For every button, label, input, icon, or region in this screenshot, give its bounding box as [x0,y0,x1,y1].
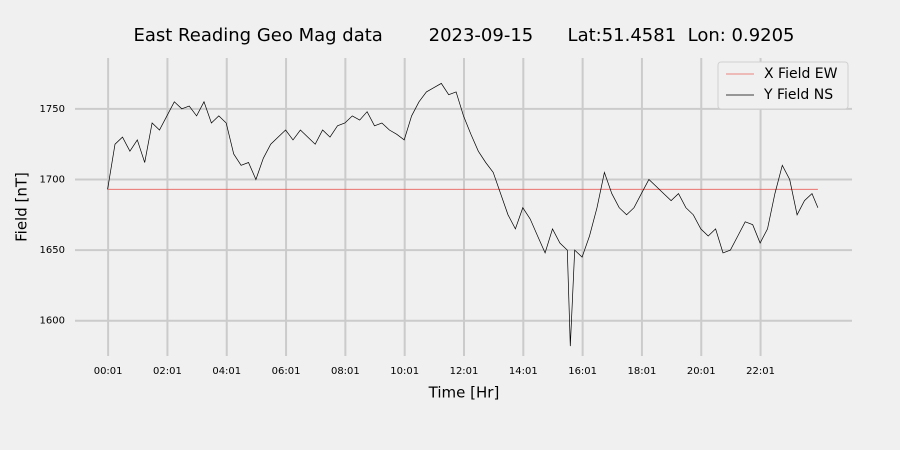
legend: X Field EW Y Field NS [717,61,849,110]
x-tick-label: 06:01 [272,366,301,377]
x-tick-label: 10:01 [390,366,419,377]
x-tick-label: 18:01 [628,366,657,377]
y-tick-label: 1600 [40,316,65,327]
y-axis-label: Field [nT] [13,172,31,242]
x-tick-label: 08:01 [331,366,360,377]
chart-title: East Reading Geo Mag data 2023-09-15 Lat… [133,25,794,46]
series-line [107,82,819,347]
x-tick-label: 16:01 [568,366,597,377]
y-tick-label: 1700 [40,174,65,185]
y-tick-label: 1750 [40,104,65,115]
legend-label: Y Field NS [763,87,833,103]
x-tick-label: 12:01 [450,366,479,377]
x-tick-label: 04:01 [212,366,241,377]
x-tick-label: 14:01 [509,366,538,377]
legend-label: X Field EW [764,66,838,82]
x-axis-label: Time [Hr] [428,384,500,402]
x-tick-label: 02:01 [153,366,182,377]
x-tick-label: 20:01 [687,366,716,377]
x-tick-label: 00:01 [94,366,123,377]
y-tick-label: 1650 [40,245,65,256]
x-tick-label: 22:01 [746,366,775,377]
